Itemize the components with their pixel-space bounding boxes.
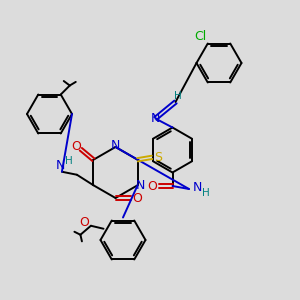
Text: H: H <box>64 156 72 166</box>
Text: N: N <box>135 179 145 192</box>
Text: O: O <box>80 216 89 229</box>
Text: N: N <box>111 139 120 152</box>
Text: N: N <box>193 181 202 194</box>
Text: S: S <box>154 151 163 164</box>
Text: O: O <box>71 140 81 153</box>
Text: Cl: Cl <box>194 29 206 43</box>
Text: O: O <box>132 191 142 205</box>
Text: N: N <box>56 159 65 172</box>
Text: O: O <box>148 179 157 193</box>
Text: H: H <box>174 91 182 101</box>
Text: N: N <box>151 112 160 125</box>
Text: H: H <box>202 188 209 198</box>
